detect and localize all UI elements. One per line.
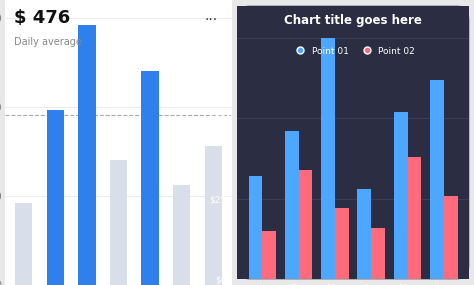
Bar [371,228,385,279]
Bar [205,146,222,285]
Text: ...: ... [205,9,218,23]
FancyBboxPatch shape [237,6,469,279]
Bar [430,80,444,279]
Bar [444,196,457,279]
Text: Chart title goes here: Chart title goes here [284,14,422,27]
Text: Daily average: Daily average [14,37,82,47]
Bar [263,231,276,279]
Bar [173,185,191,285]
Bar [285,131,299,279]
Bar [408,157,421,279]
Bar [78,25,96,285]
Bar [394,112,408,279]
Bar [110,160,127,285]
Bar [299,170,312,279]
Bar [15,203,32,285]
Bar [357,189,371,279]
Legend: Point 01, Point 02: Point 01, Point 02 [287,43,419,59]
Bar [141,71,159,285]
Bar [321,38,335,279]
Bar [335,209,349,279]
Text: $ 476: $ 476 [14,9,70,27]
Bar [46,110,64,285]
Bar [248,176,263,279]
